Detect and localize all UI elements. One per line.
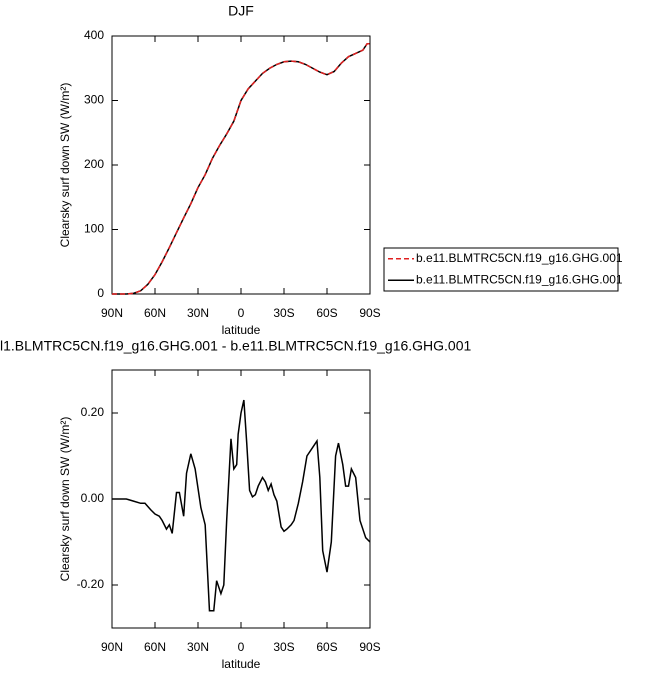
y-tick-label: -0.20 <box>77 577 105 591</box>
x-tick-label: 90S <box>359 640 380 654</box>
x-tick-label: 30N <box>187 640 209 654</box>
y-tick-label: 200 <box>84 157 104 171</box>
x-tick-label: 60N <box>144 306 166 320</box>
legend-box <box>383 247 619 292</box>
x-tick-label: 90S <box>359 306 380 320</box>
x-tick-label: 0 <box>238 306 245 320</box>
chart-title: l1.BLMTRC5CN.f19_g16.GHG.001 - b.e11.BLM… <box>0 338 472 354</box>
y-tick-label: 100 <box>84 222 104 236</box>
x-axis-label: latitude <box>222 657 261 671</box>
x-tick-label: 60N <box>144 640 166 654</box>
y-tick-label: 300 <box>84 93 104 107</box>
data-line <box>112 42 370 295</box>
legend-label: b.e11.BLMTRC5CN.f19_g16.GHG.001 <box>416 272 623 286</box>
y-tick-label: 0.00 <box>81 491 105 505</box>
y-axis-label: Clearsky surf down SW (W/m²) <box>58 417 72 582</box>
data-line <box>112 42 370 295</box>
legend-label: b.e11.BLMTRC5CN.f19_g16.GHG.001 <box>416 251 623 265</box>
y-tick-label: 0 <box>97 286 104 300</box>
data-line <box>112 399 371 612</box>
x-tick-label: 30S <box>273 306 294 320</box>
x-tick-label: 30N <box>187 306 209 320</box>
plot-frame <box>111 369 371 629</box>
y-tick-label: 400 <box>84 28 104 42</box>
x-tick-label: 60S <box>316 640 337 654</box>
plot-frame <box>111 35 371 295</box>
x-axis-label: latitude <box>222 323 261 337</box>
x-tick-label: 60S <box>316 306 337 320</box>
y-axis-label: Clearsky surf down SW (W/m²) <box>58 83 72 248</box>
x-tick-label: 90N <box>101 306 123 320</box>
y-tick-label: 0.20 <box>81 405 105 419</box>
x-tick-label: 0 <box>238 640 245 654</box>
x-tick-label: 30S <box>273 640 294 654</box>
chart-title: DJF <box>228 3 254 19</box>
x-tick-label: 90N <box>101 640 123 654</box>
